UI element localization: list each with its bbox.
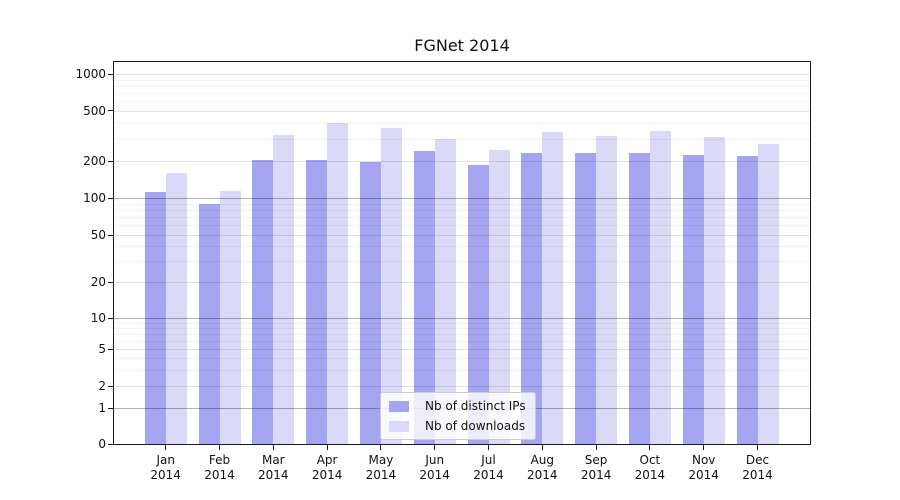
legend-label-downloads: Nb of downloads (425, 419, 526, 433)
plot-area: Nb of distinct IPs Nb of downloads (113, 61, 811, 445)
bar-ips-may-2014 (359, 161, 381, 444)
bar-downloads-mar-2014 (273, 135, 295, 444)
y-tick-label-200: 200 (83, 154, 106, 168)
y-tick-mark-10 (108, 317, 114, 319)
bar-ips-aug-2014 (521, 152, 543, 444)
x-tick-label-7: Jul 2014 (473, 453, 504, 482)
chart-title: FGNet 2014 (414, 36, 510, 55)
legend-item-distinct-ips: Nb of distinct IPs (389, 398, 526, 414)
legend-swatch-distinct-ips-icon (389, 400, 409, 412)
x-tick-mark-11 (703, 445, 705, 450)
bar-downloads-jul-2014 (488, 149, 510, 444)
y-tick-label-1000: 1000 (75, 67, 106, 81)
y-tick-label-50: 50 (90, 228, 106, 242)
bar-ips-oct-2014 (628, 153, 650, 444)
x-tick-label-5: May 2014 (365, 453, 397, 482)
y-tick-mark-5 (108, 348, 114, 350)
bar-downloads-jan-2014 (165, 172, 187, 444)
x-tick-mark-6 (434, 445, 436, 450)
bar-downloads-nov-2014 (703, 136, 725, 444)
bar-downloads-jun-2014 (434, 138, 456, 444)
x-tick-label-1: Jan 2014 (150, 453, 181, 482)
x-tick-mark-12 (757, 445, 758, 450)
x-tick-mark-3 (272, 445, 274, 450)
bar-downloads-apr-2014 (327, 123, 349, 444)
bar-downloads-may-2014 (380, 127, 402, 444)
x-tick-label-9: Sep 2014 (580, 453, 612, 482)
x-tick-label-4: Apr 2014 (311, 453, 343, 482)
bar-ips-jul-2014 (467, 165, 489, 444)
legend-label-distinct-ips: Nb of distinct IPs (425, 399, 526, 413)
bar-downloads-aug-2014 (542, 131, 564, 444)
x-tick-label-11: Nov 2014 (688, 453, 719, 482)
y-tick-label-0: 0 (98, 437, 106, 451)
x-tick-label-12: Dec 2014 (742, 453, 773, 482)
y-tick-label-500: 500 (83, 103, 106, 118)
bar-downloads-sep-2014 (596, 135, 618, 444)
bar-ips-dec-2014 (736, 156, 758, 444)
x-tick-mark-10 (649, 445, 651, 450)
bar-downloads-feb-2014 (219, 191, 241, 444)
bar-ips-apr-2014 (306, 160, 328, 444)
x-tick-label-10: Oct 2014 (634, 453, 666, 482)
y-tick-label-20: 20 (90, 275, 106, 289)
bar-ips-jun-2014 (413, 150, 435, 444)
bar-ips-mar-2014 (252, 159, 274, 444)
bar-ips-sep-2014 (575, 152, 597, 444)
y-tick-mark-1000 (108, 73, 114, 75)
bar-ips-nov-2014 (682, 154, 704, 444)
y-tick-mark-500 (108, 110, 114, 111)
x-tick-label-8: Aug 2014 (527, 453, 558, 482)
x-tick-label-3: Mar 2014 (258, 453, 289, 482)
x-tick-label-2: Feb 2014 (204, 453, 235, 482)
x-tick-label-6: Jun 2014 (419, 453, 450, 482)
x-tick-mark-2 (219, 445, 220, 450)
bar-downloads-oct-2014 (649, 130, 671, 444)
y-tick-mark-2 (108, 385, 114, 387)
x-tick-mark-7 (488, 445, 489, 450)
y-tick-label-5: 5 (98, 342, 106, 356)
y-tick-label-2: 2 (98, 379, 106, 393)
bar-ips-feb-2014 (198, 204, 220, 444)
y-tick-mark-50 (108, 234, 114, 236)
x-tick-mark-1 (165, 445, 167, 450)
legend-swatch-downloads-icon (389, 420, 409, 432)
x-tick-mark-5 (380, 445, 382, 450)
x-tick-mark-8 (541, 445, 543, 450)
bar-ips-jan-2014 (144, 191, 166, 444)
y-tick-label-10: 10 (90, 311, 106, 325)
x-tick-mark-4 (326, 445, 328, 450)
bar-downloads-dec-2014 (757, 144, 779, 444)
bars-layer (114, 62, 810, 444)
legend: Nb of distinct IPs Nb of downloads (380, 392, 536, 440)
y-tick-mark-20 (108, 281, 114, 283)
y-tick-mark-100 (108, 197, 114, 199)
y-tick-mark-0 (108, 443, 114, 445)
y-tick-label-1: 1 (98, 401, 106, 415)
y-tick-mark-200 (108, 160, 114, 162)
legend-item-downloads: Nb of downloads (389, 418, 526, 434)
y-tick-mark-1 (108, 407, 114, 409)
x-tick-mark-9 (595, 445, 597, 450)
y-tick-label-100: 100 (83, 191, 106, 205)
